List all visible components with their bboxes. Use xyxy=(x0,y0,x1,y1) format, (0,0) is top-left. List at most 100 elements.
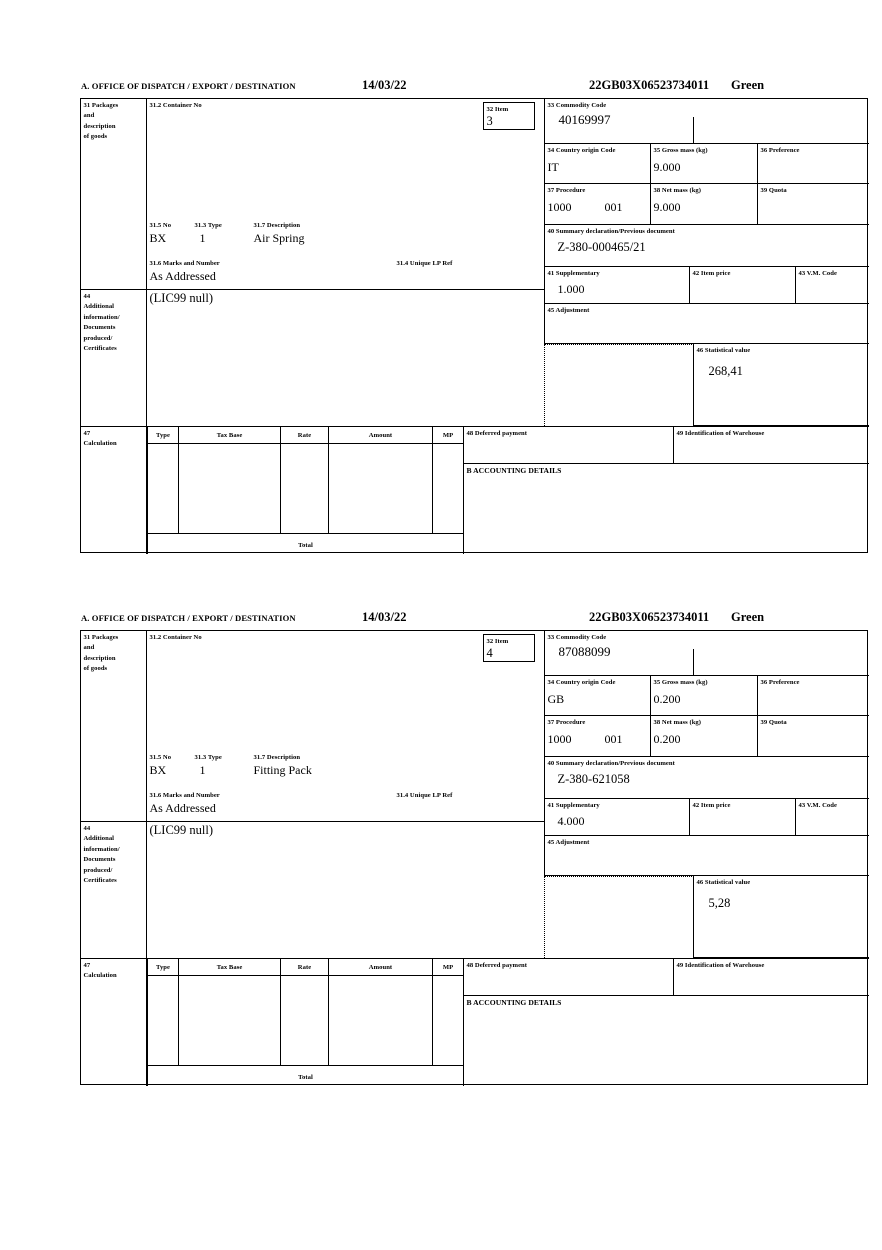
box-31-content: 31.2 Container No 31.5 No 31.3 Type 31.7… xyxy=(147,99,547,289)
declaration-date: 14/03/22 xyxy=(362,610,407,624)
box-36-value xyxy=(761,687,870,692)
box-39-label: 39 Quota xyxy=(760,186,787,194)
sad-grid: 31 Packages and description of goods 31.… xyxy=(80,98,869,554)
box-41-supplementary: 41 Supplementary 1.000 xyxy=(544,267,690,304)
box-31-label-line2: and xyxy=(83,112,95,120)
box-44-label-line5: produced/ xyxy=(83,334,113,342)
box-35-value: 9.000 xyxy=(653,159,681,174)
box-31-label-line3: description xyxy=(83,122,116,130)
box-45-label: 45 Adjustment xyxy=(547,838,590,846)
box-31-5-label: 31.5 No xyxy=(149,222,172,229)
calc-header-amount: Amount xyxy=(329,427,433,444)
box-49-label: 49 Identification of Warehouse xyxy=(676,429,765,437)
box-b-label: B ACCOUNTING DETAILS xyxy=(466,465,562,475)
box-44-label-line1: 44 xyxy=(83,292,91,300)
calc-header-rate: Rate xyxy=(281,427,329,444)
box-31-6-label: 31.6 Marks and Number xyxy=(149,260,220,267)
box-31-label: 31 Packages and description of goods xyxy=(81,631,147,821)
box-47-label-line2: Calculation xyxy=(83,440,117,448)
box-41-label: 41 Supplementary xyxy=(547,801,600,809)
box-45-adjustment: 45 Adjustment xyxy=(544,304,869,344)
box-32-item: 32 Item 3 xyxy=(483,102,535,130)
box-38-value: 9.000 xyxy=(653,199,681,214)
box-43-vm-code: 43 V.M. Code xyxy=(796,267,869,304)
calc-header-type: Type xyxy=(147,959,179,976)
box-44-label-line4: Documents xyxy=(83,856,116,864)
box-36-label: 36 Preference xyxy=(760,146,800,154)
calc-total-row: Total xyxy=(147,1066,464,1086)
box-44-value: (LIC99 null) xyxy=(149,291,214,305)
box-38-net-mass: 38 Net mass (kg) 0.200 xyxy=(651,716,758,757)
box-34-label: 34 Country origin Code xyxy=(547,146,616,154)
calc-cell-amount xyxy=(329,976,433,1066)
calc-header-tax-base: Tax Base xyxy=(179,427,281,444)
box-34-country-origin: 34 Country origin Code IT xyxy=(544,144,651,184)
box-33-label: 33 Commodity Code xyxy=(547,633,607,641)
box-44-label-line4: Documents xyxy=(83,324,116,332)
box-44-label-line2: Additional xyxy=(83,303,115,311)
box-41-supplementary: 41 Supplementary 4.000 xyxy=(544,799,690,836)
box-31-7-value: Fitting Pack xyxy=(253,763,312,777)
box-32-label: 32 Item xyxy=(486,637,509,645)
box-40-value: Z-380-000465/21 xyxy=(557,239,646,254)
calc-total-label: Total xyxy=(298,1074,313,1081)
box-46-value: 268,41 xyxy=(708,363,743,378)
box-31-3-value: 1 xyxy=(199,231,206,245)
box-34-country-origin: 34 Country origin Code GB xyxy=(544,676,651,716)
mrn-number: 22GB03X06523734011 xyxy=(589,610,710,624)
box-44-label-line6: Certificates xyxy=(83,877,117,885)
box-31-2-label: 31.2 Container No xyxy=(149,101,202,109)
box-41-value: 1.000 xyxy=(557,281,585,296)
box-44-label-line6: Certificates xyxy=(83,345,117,353)
box-34-value: IT xyxy=(547,159,559,174)
box-38-label: 38 Net mass (kg) xyxy=(653,186,702,194)
box-42-item-price: 42 Item price xyxy=(690,267,796,304)
office-of-dispatch-label: A. OFFICE OF DISPATCH / EXPORT / DESTINA… xyxy=(81,613,296,623)
sad-form-item-4: A. OFFICE OF DISPATCH / EXPORT / DESTINA… xyxy=(80,610,870,1086)
box-31-label-line4: of goods xyxy=(83,133,108,141)
box-49-warehouse-id: 49 Identification of Warehouse xyxy=(674,958,869,996)
box-44-label-line2: Additional xyxy=(83,835,115,843)
box-31-3-label: 31.3 Type xyxy=(194,754,222,761)
route-status: Green xyxy=(731,78,765,92)
box-40-value: Z-380-621058 xyxy=(557,771,630,786)
box-47-label-line1: 47 xyxy=(83,429,91,437)
box-44-content: (LIC99 null) xyxy=(147,821,544,958)
box-46-label: 46 Statistical value xyxy=(696,346,751,354)
box-48-deferred-payment: 48 Deferred payment xyxy=(464,426,674,464)
box-45-value xyxy=(548,847,870,850)
box-41-label: 41 Supplementary xyxy=(547,269,600,277)
box-36-preference: 36 Preference xyxy=(758,144,869,184)
box-39-quota: 39 Quota xyxy=(758,184,869,225)
box-37-value-b: 001 xyxy=(604,199,623,214)
office-of-dispatch-label: A. OFFICE OF DISPATCH / EXPORT / DESTINA… xyxy=(81,81,296,91)
box-47-label: 47 Calculation xyxy=(81,958,147,1086)
box-33-commodity-code: 33 Commodity Code 87088099 xyxy=(544,631,869,676)
box-44-label-line5: produced/ xyxy=(83,866,113,874)
declaration-date: 14/03/22 xyxy=(362,78,407,92)
box-40-previous-document: 40 Summary declaration/Previous document… xyxy=(544,225,869,267)
calc-cell-rate xyxy=(281,976,329,1066)
form-header: A. OFFICE OF DISPATCH / EXPORT / DESTINA… xyxy=(80,78,870,98)
box-32-label: 32 Item xyxy=(486,105,509,113)
box-47-label: 47 Calculation xyxy=(81,426,147,554)
box-32-value: 3 xyxy=(486,113,493,128)
box-36-value xyxy=(761,155,870,160)
sad-grid: 31 Packages and description of goods 31.… xyxy=(80,630,870,1086)
box-37-value-a: 1000 xyxy=(547,199,572,214)
box-32-value: 4 xyxy=(486,645,493,660)
box-31-label-line2: and xyxy=(83,644,95,652)
box-35-label: 35 Gross mass (kg) xyxy=(653,678,708,686)
box-42-item-price: 42 Item price xyxy=(690,799,796,836)
box-31-6-label: 31.6 Marks and Number xyxy=(149,792,220,799)
box-31-7-value: Air Spring xyxy=(253,231,305,245)
calc-cell-amount xyxy=(329,444,433,534)
box-31-label-line4: of goods xyxy=(83,665,108,673)
box-31-label-line3: description xyxy=(83,654,116,662)
box-45-spacer xyxy=(544,876,694,958)
box-43-label: 43 V.M. Code xyxy=(798,269,837,277)
box-32-item: 32 Item 4 xyxy=(483,634,535,662)
box-31-4-label: 31.4 Unique LP Ref xyxy=(396,260,453,267)
box-40-previous-document: 40 Summary declaration/Previous document… xyxy=(544,757,869,799)
